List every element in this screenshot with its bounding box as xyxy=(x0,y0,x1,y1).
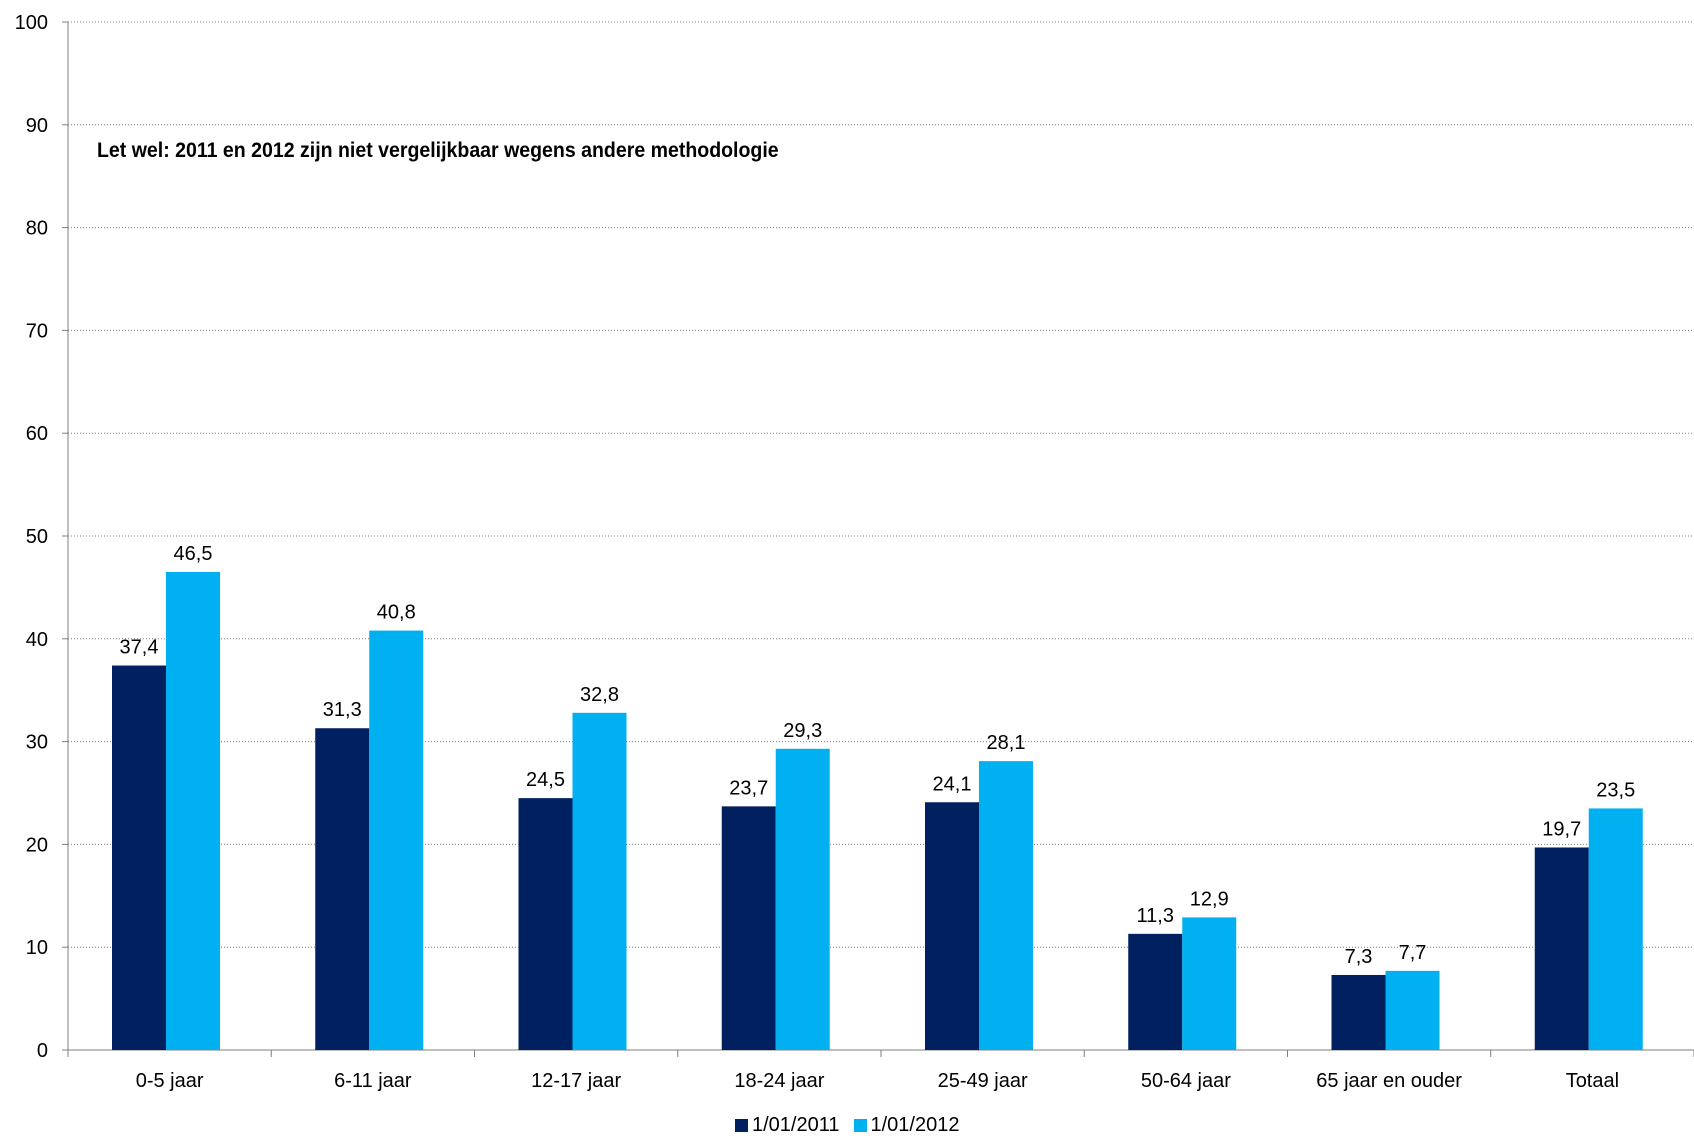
data-label: 28,1 xyxy=(987,732,1026,754)
y-tick-label: 30 xyxy=(26,732,48,754)
data-label: 37,4 xyxy=(120,637,159,659)
data-label: 12,9 xyxy=(1190,888,1229,910)
data-label: 46,5 xyxy=(174,543,213,565)
data-label: 23,7 xyxy=(729,777,768,799)
bar-2011 xyxy=(315,728,370,1050)
bar-2012 xyxy=(1182,917,1237,1050)
legend-swatch-2012 xyxy=(853,1118,867,1132)
x-tick-label: 0-5 jaar xyxy=(136,1070,204,1092)
data-label: 29,3 xyxy=(783,720,822,742)
bar-2012 xyxy=(1588,808,1643,1050)
legend-item-2012: 1/01/2012 xyxy=(853,1113,960,1137)
y-tick-label: 50 xyxy=(26,526,48,548)
y-tick-label: 40 xyxy=(26,629,48,651)
bar-2011 xyxy=(112,665,166,1050)
data-label: 40,8 xyxy=(377,602,416,624)
x-tick-label: 12-17 jaar xyxy=(531,1070,621,1092)
legend-swatch-2011 xyxy=(735,1118,748,1132)
data-label: 7,7 xyxy=(1399,942,1427,964)
data-label: 24,1 xyxy=(933,773,972,795)
y-tick-label: 20 xyxy=(26,834,48,856)
y-tick-label: 80 xyxy=(26,218,48,240)
data-label: 19,7 xyxy=(1542,818,1581,840)
y-tick-label: 100 xyxy=(15,12,48,34)
bar-2012 xyxy=(979,761,1033,1050)
bar-2011 xyxy=(925,802,979,1050)
legend-label-2011: 1/01/2011 xyxy=(752,1113,840,1136)
y-tick-label: 0 xyxy=(37,1040,48,1062)
bar-2012 xyxy=(166,571,220,1050)
data-label: 32,8 xyxy=(580,684,619,706)
bar-2012 xyxy=(775,748,830,1050)
legend: 1/01/2011 1/01/2012 xyxy=(735,1112,973,1138)
data-label: 7,3 xyxy=(1345,946,1373,968)
bar-2011 xyxy=(1534,847,1589,1050)
bar-2011 xyxy=(1331,974,1386,1050)
y-tick-label: 70 xyxy=(26,320,48,342)
y-tick-label: 60 xyxy=(26,423,48,445)
y-tick-label: 10 xyxy=(26,937,48,959)
x-tick-label: Totaal xyxy=(1566,1070,1619,1092)
x-tick-label: 18-24 jaar xyxy=(734,1070,824,1092)
legend-item-2011: 1/01/2011 xyxy=(735,1114,840,1137)
methodology-note: Let wel: 2011 en 2012 zijn niet vergelij… xyxy=(97,139,779,162)
x-tick-label: 25-49 jaar xyxy=(938,1070,1028,1092)
x-tick-label: 50-64 jaar xyxy=(1141,1070,1231,1092)
y-tick-label: 90 xyxy=(26,115,48,137)
x-tick-label: 6-11 jaar xyxy=(334,1070,412,1092)
bar-2011 xyxy=(518,798,573,1050)
data-label: 23,5 xyxy=(1596,779,1635,801)
bar-2011 xyxy=(721,806,776,1050)
bar-2012 xyxy=(572,712,627,1050)
bar-2011 xyxy=(1128,933,1183,1050)
data-label: 24,5 xyxy=(526,769,565,791)
bar-2012 xyxy=(1385,970,1440,1050)
legend-label-2012: 1/01/2012 xyxy=(870,1113,960,1136)
data-label: 31,3 xyxy=(323,699,362,721)
bar-2012 xyxy=(369,630,424,1050)
x-tick-label: 65 jaar en ouder xyxy=(1316,1070,1462,1092)
data-label: 11,3 xyxy=(1137,905,1174,927)
